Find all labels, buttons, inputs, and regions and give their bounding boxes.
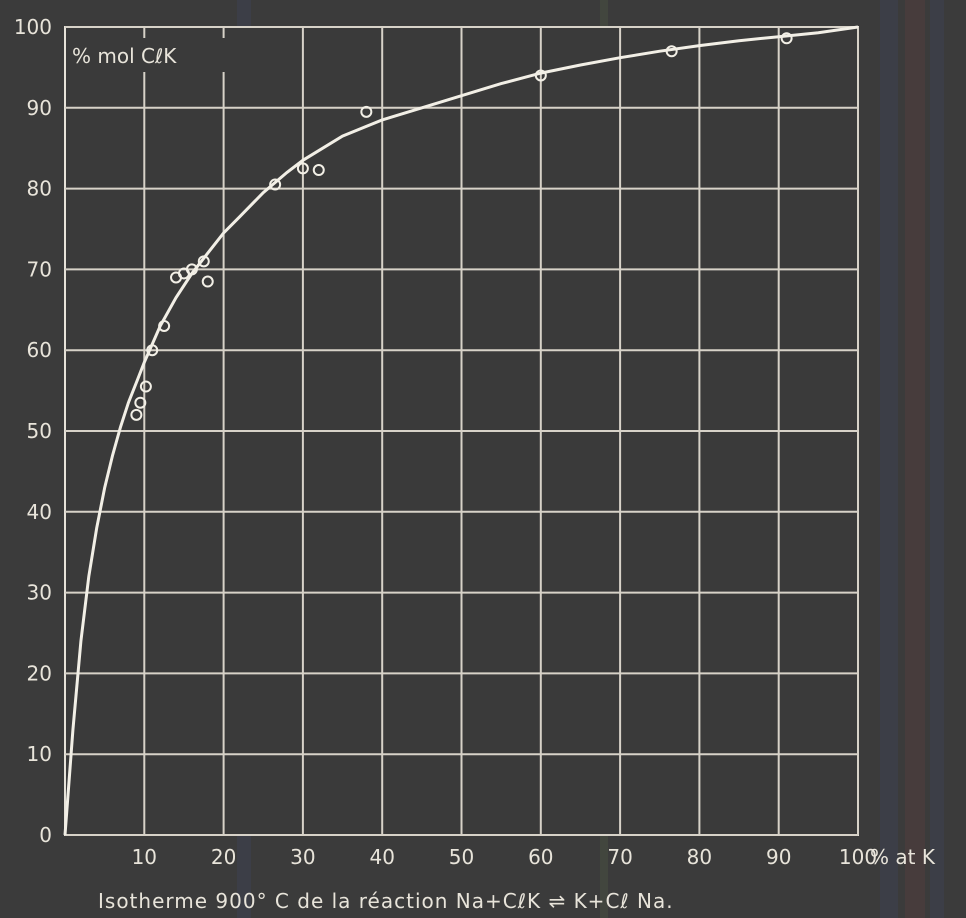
y-tick-label: 70 bbox=[27, 257, 52, 281]
data-point bbox=[201, 275, 214, 288]
x-tick-label: 20 bbox=[211, 845, 236, 869]
data-series bbox=[63, 25, 859, 836]
y-tick-label: 100 bbox=[14, 15, 52, 39]
data-point bbox=[185, 263, 198, 276]
data-point bbox=[134, 396, 147, 409]
chart-caption: Isotherme 900° C de la réaction Na+CℓK ⇌… bbox=[98, 889, 674, 913]
data-point bbox=[130, 408, 143, 421]
y-tick-label: 40 bbox=[27, 500, 52, 524]
y-tick-label: 10 bbox=[27, 742, 52, 766]
y-axis-ticks: 0 10 20 30 40 50 60 70 80 90 100 bbox=[14, 15, 52, 847]
data-point bbox=[139, 380, 152, 393]
data-point bbox=[197, 255, 210, 268]
x-tick-label: 70 bbox=[607, 845, 632, 869]
x-tick-label: 90 bbox=[766, 845, 791, 869]
data-point bbox=[360, 105, 373, 118]
y-tick-label: 0 bbox=[39, 823, 52, 847]
y-tick-label: 60 bbox=[27, 338, 52, 362]
y-tick-label: 20 bbox=[27, 661, 52, 685]
data-point bbox=[158, 319, 171, 332]
x-axis-ticks: 10 20 30 40 50 60 70 80 90 100 bbox=[132, 845, 878, 869]
data-point bbox=[534, 69, 547, 82]
x-tick-label: 80 bbox=[687, 845, 712, 869]
data-point bbox=[665, 45, 678, 58]
y-tick-label: 80 bbox=[27, 177, 52, 201]
data-point bbox=[312, 164, 325, 177]
data-point bbox=[780, 32, 793, 45]
y-tick-label: 50 bbox=[27, 419, 52, 443]
x-tick-label: 50 bbox=[449, 845, 474, 869]
y-axis-label: % mol CℓK bbox=[72, 44, 177, 68]
x-tick-label: 30 bbox=[290, 845, 315, 869]
y-tick-label: 30 bbox=[27, 581, 52, 605]
data-point bbox=[269, 178, 282, 191]
x-tick-label: 100 bbox=[839, 845, 877, 869]
x-tick-label: 40 bbox=[369, 845, 394, 869]
y-axis-label-bg bbox=[66, 38, 226, 72]
data-point bbox=[146, 344, 159, 357]
x-axis-label: % at K bbox=[870, 845, 936, 869]
y-tick-label: 90 bbox=[27, 96, 52, 120]
data-point bbox=[296, 162, 309, 175]
x-tick-label: 60 bbox=[528, 845, 553, 869]
isotherm-curve bbox=[63, 25, 859, 836]
x-tick-label: 10 bbox=[132, 845, 157, 869]
